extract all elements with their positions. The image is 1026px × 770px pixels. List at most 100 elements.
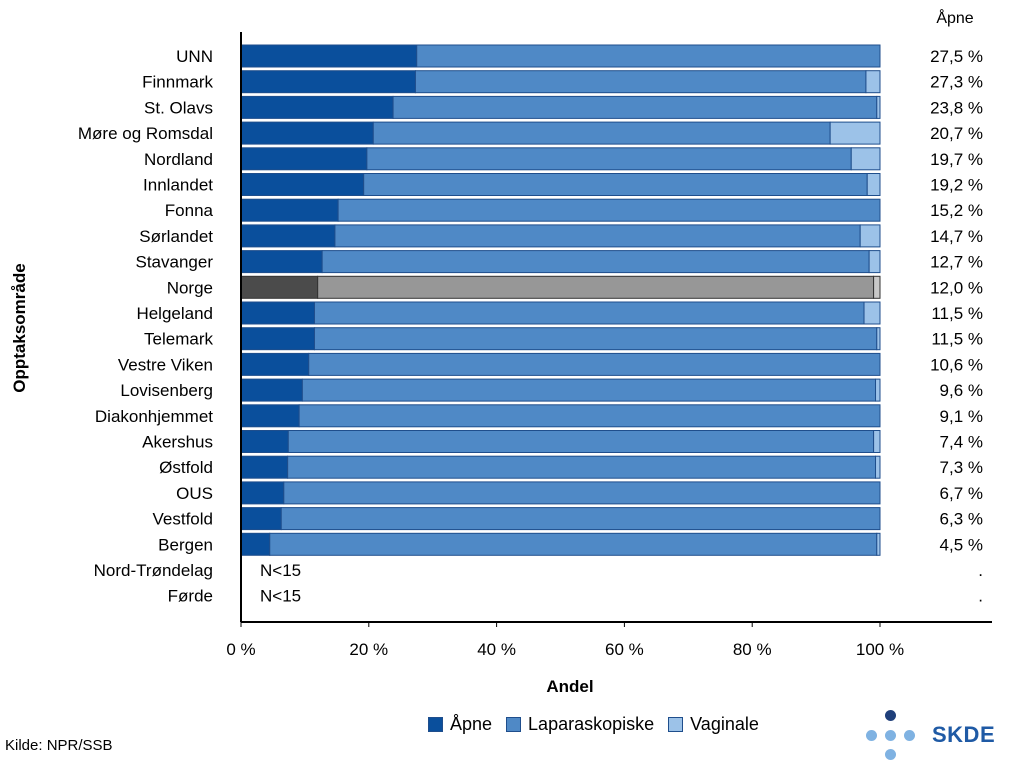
- logo-dot: [904, 730, 915, 741]
- category-label: Diakonhjemmet: [95, 407, 213, 426]
- right-value-label: 7,3 %: [940, 458, 983, 477]
- category-label: Førde: [168, 587, 213, 606]
- bar-segment-laparaskopiske: [372, 121, 831, 145]
- bar-segment-apne: [240, 507, 282, 531]
- category-label: Nord-Trøndelag: [94, 561, 213, 580]
- right-value-label: .: [978, 587, 983, 606]
- x-axis-title: Andel: [546, 677, 593, 696]
- x-tick-label: 20 %: [349, 640, 388, 659]
- bar-segment-laparaskopiske: [334, 224, 861, 248]
- bar-segment-laparaskopiske: [392, 95, 878, 119]
- bar-segment-apne: [240, 481, 285, 505]
- right-value-label: 14,7 %: [930, 227, 983, 246]
- bar-segment-vaginale: [865, 70, 881, 94]
- bar-segment-laparaskopiske: [287, 455, 877, 479]
- bar-segment-apne: [240, 378, 303, 402]
- bar-segment-laparaskopiske: [287, 430, 875, 453]
- category-label: Nordland: [144, 150, 213, 169]
- bar-segment-apne: [240, 455, 289, 479]
- bar-segment-laparaskopiske: [416, 44, 881, 68]
- bar-segment-laparaskopiske: [313, 301, 865, 325]
- bar-segment-apne: [240, 404, 300, 428]
- bar-segment-apne: [240, 275, 319, 299]
- right-value-label: 6,7 %: [940, 484, 983, 503]
- bar-segment-laparaskopiske: [321, 250, 870, 274]
- category-label: Sørlandet: [139, 227, 213, 246]
- category-label: Finnmark: [142, 73, 213, 92]
- bar-segment-vaginale: [875, 378, 881, 402]
- x-tick-label: 60 %: [605, 640, 644, 659]
- bar-segment-apne: [240, 44, 418, 68]
- bar-segment-laparaskopiske: [308, 352, 881, 376]
- bar-segment-vaginale: [875, 455, 881, 479]
- category-label: Lovisenberg: [120, 381, 213, 400]
- bar-segment-laparaskopiske: [414, 70, 867, 94]
- logo-dot: [866, 730, 877, 741]
- legend-label-laparaskopiske: Laparaskopiske: [528, 714, 655, 734]
- category-label: Vestfold: [153, 510, 214, 529]
- category-label: Vestre Viken: [118, 355, 213, 374]
- legend-swatch-laparaskopiske: [506, 717, 522, 732]
- bar-segment-vaginale: [863, 301, 881, 325]
- category-label: Helgeland: [136, 304, 213, 323]
- right-value-label: 27,5 %: [930, 47, 983, 66]
- right-value-label: 12,7 %: [930, 253, 983, 272]
- logo-dot: [885, 749, 896, 760]
- right-value-label: 19,7 %: [930, 150, 983, 169]
- right-column-header: Åpne: [936, 8, 973, 27]
- legend-item-vaginale: Vaginale: [668, 714, 759, 735]
- bar-segment-apne: [240, 198, 339, 222]
- legend-item-laparaskopiske: Laparaskopiske: [506, 714, 654, 735]
- right-value-label: 4,5 %: [940, 535, 983, 554]
- source-note: Kilde: NPR/SSB: [5, 737, 113, 754]
- logo-dot: [885, 730, 896, 741]
- bar-segment-vaginale: [829, 121, 881, 145]
- right-value-label: .: [978, 561, 983, 580]
- bar-segment-vaginale: [876, 327, 881, 351]
- category-label: St. Olavs: [144, 98, 213, 117]
- right-value-label: 6,3 %: [940, 510, 983, 529]
- bar-segment-vaginale: [876, 95, 881, 119]
- bar-segment-apne: [240, 70, 416, 94]
- bar-segment-apne: [240, 532, 271, 556]
- bar-segment-vaginale: [859, 224, 881, 248]
- bar-segment-apne: [240, 173, 365, 196]
- bar-segment-laparaskopiske: [269, 532, 878, 556]
- category-label: Akershus: [142, 433, 213, 452]
- bar-segment-laparaskopiske: [363, 173, 868, 196]
- right-value-label: 19,2 %: [930, 176, 983, 195]
- category-label: Innlandet: [143, 176, 213, 195]
- bar-segment-apne: [240, 327, 315, 351]
- right-value-label: 9,1 %: [940, 407, 983, 426]
- legend-swatch-vaginale: [668, 717, 684, 732]
- bar-segment-apne: [240, 224, 336, 248]
- category-label: Norge: [167, 278, 213, 297]
- skde-logo: SKDE: [864, 710, 1004, 762]
- bar-segment-vaginale: [866, 173, 881, 196]
- right-value-label: 27,3 %: [930, 73, 983, 92]
- x-tick-label: 80 %: [733, 640, 772, 659]
- bar-segment-laparaskopiske: [313, 327, 878, 351]
- right-value-label: 23,8 %: [930, 98, 983, 117]
- right-value-label: 12,0 %: [930, 278, 983, 297]
- logo-dot: [885, 710, 896, 721]
- right-value-label: 10,6 %: [930, 355, 983, 374]
- bar-segment-laparaskopiske: [317, 275, 875, 299]
- category-label: OUS: [176, 484, 213, 503]
- bar-segment-apne: [240, 121, 374, 145]
- bar-segment-laparaskopiske: [337, 198, 881, 222]
- bar-segment-vaginale: [876, 532, 881, 556]
- bar-segment-apne: [240, 147, 368, 171]
- legend-label-apne: Åpne: [450, 714, 493, 734]
- category-label: Stavanger: [136, 253, 214, 272]
- category-label: Østfold: [159, 458, 213, 477]
- bar-segment-laparaskopiske: [366, 147, 852, 171]
- right-value-label: 9,6 %: [940, 381, 983, 400]
- bar-segment-vaginale: [873, 430, 881, 453]
- right-value-label: 11,5 %: [931, 330, 983, 349]
- y-axis-title: Opptaksområde: [10, 263, 29, 392]
- bar-segment-apne: [240, 95, 394, 119]
- category-label: Bergen: [158, 535, 213, 554]
- right-value-label: 11,5 %: [931, 304, 983, 323]
- x-tick-label: 40 %: [477, 640, 516, 659]
